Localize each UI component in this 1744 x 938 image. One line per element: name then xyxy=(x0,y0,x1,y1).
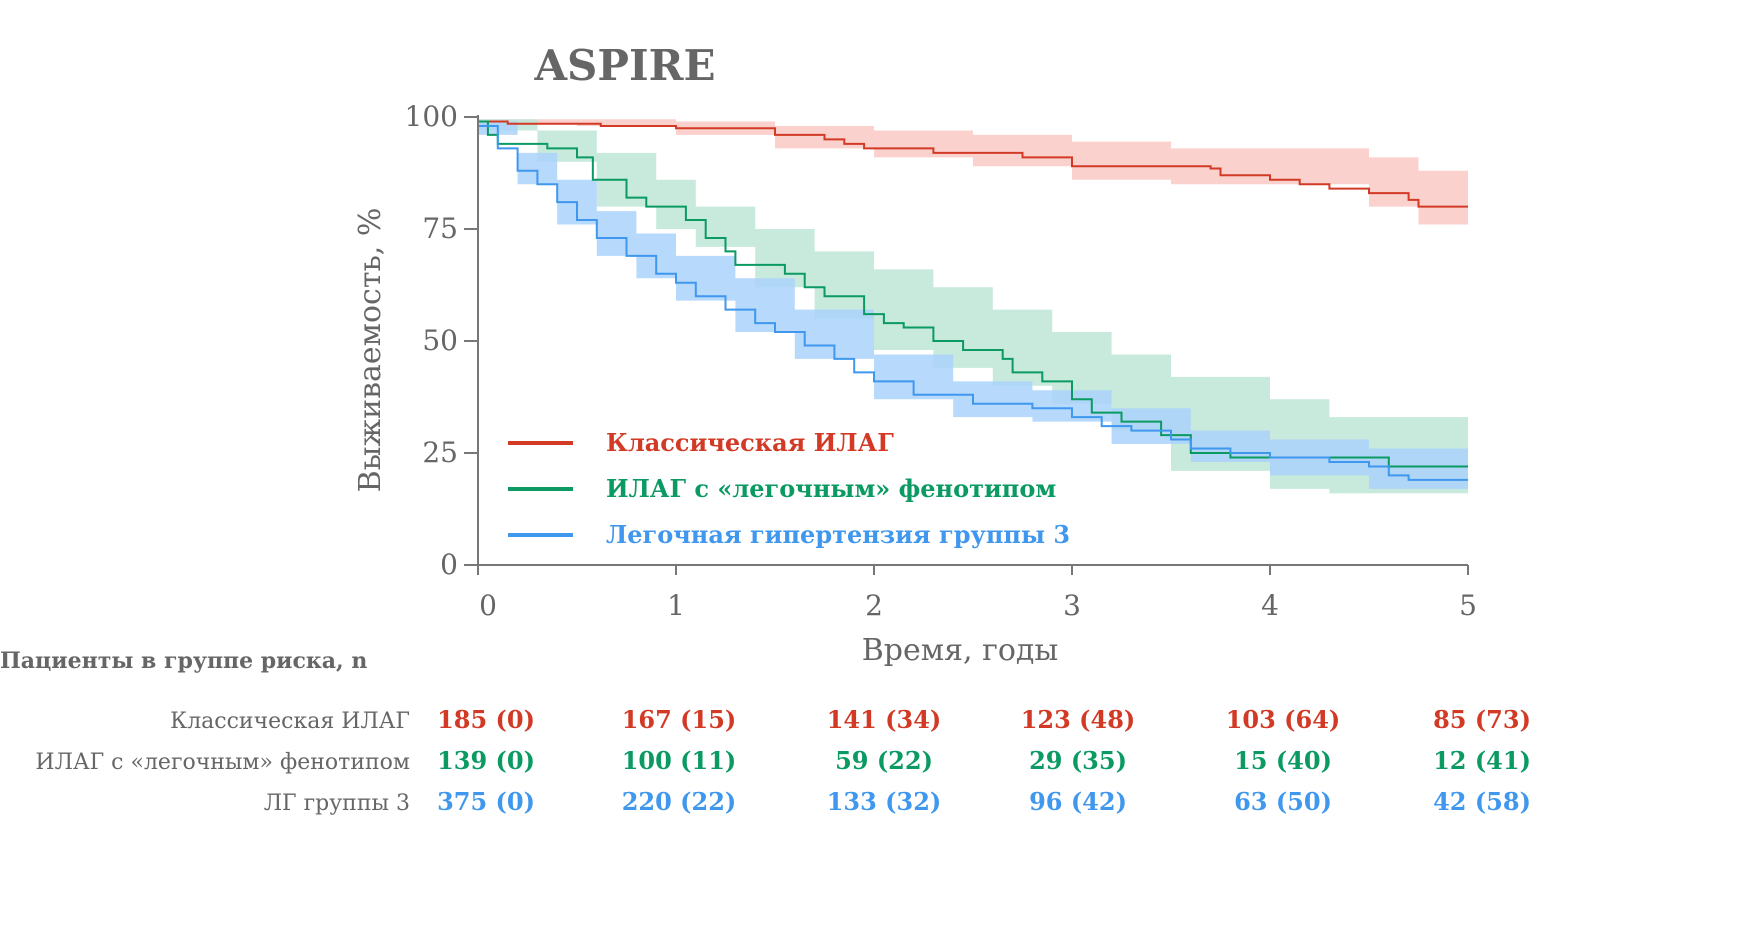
risk-cell: 123 (48) xyxy=(1021,705,1136,734)
risk-table-header: Пациенты в группе риска, n xyxy=(0,648,367,674)
axes: 0 25 50 75 100 0 1 2 3 4 5 Время, годы Выживаемость,… xyxy=(353,100,1477,668)
risk-cell: 375 (0) xyxy=(437,787,535,816)
y-tick-label: 75 xyxy=(422,212,458,245)
legend-label-2: Легочная гипертензия группы 3 xyxy=(606,520,1070,549)
survival-curve-0 xyxy=(478,120,1468,208)
survival-curve-1 xyxy=(478,120,1468,468)
risk-cell: 96 (42) xyxy=(1029,787,1127,816)
risk-cell: 42 (58) xyxy=(1433,787,1531,816)
risk-cell: 133 (32) xyxy=(827,787,942,816)
risk-cell: 167 (15) xyxy=(622,705,737,734)
risk-cell: 12 (41) xyxy=(1433,746,1531,775)
risk-cell: 103 (64) xyxy=(1226,705,1341,734)
x-tick-label: 0 xyxy=(479,589,497,622)
legend: Классическая ИЛАГ ИЛАГ с «легочным» фенот… xyxy=(508,428,1070,549)
risk-cell: 85 (73) xyxy=(1433,705,1531,734)
risk-cell: 100 (11) xyxy=(622,746,737,775)
survival-curve-2 xyxy=(478,124,1468,481)
y-tick-label: 100 xyxy=(405,100,458,133)
confidence-band-2 xyxy=(478,121,1468,498)
y-tick-label: 25 xyxy=(422,436,458,469)
risk-cell: 29 (35) xyxy=(1029,746,1127,775)
x-tick-label: 1 xyxy=(667,589,685,622)
risk-cell: 139 (0) xyxy=(437,746,535,775)
risk-cell: 59 (22) xyxy=(835,746,933,775)
risk-cell: 141 (34) xyxy=(827,705,942,734)
risk-row-label: ЛГ группы 3 xyxy=(264,791,410,816)
risk-cell: 15 (40) xyxy=(1234,746,1332,775)
confidence-band-1 xyxy=(478,119,1468,503)
x-tick-label: 4 xyxy=(1261,589,1279,622)
risk-cell: 185 (0) xyxy=(437,705,535,734)
y-tick-label: 50 xyxy=(422,324,458,357)
x-axis-label: Время, годы xyxy=(862,633,1058,668)
risk-table: Пациенты в группе риска, n Классическая И… xyxy=(0,648,1531,816)
risk-cell: 63 (50) xyxy=(1234,787,1332,816)
legend-label-0: Классическая ИЛАГ xyxy=(606,428,894,457)
x-tick-label: 3 xyxy=(1063,589,1081,622)
confidence-band-0 xyxy=(478,119,1468,238)
y-tick-label: 0 xyxy=(440,548,458,581)
chart-title: ASPIRE xyxy=(533,41,715,90)
risk-cell: 220 (22) xyxy=(622,787,737,816)
risk-row-label: Классическая ИЛАГ xyxy=(170,709,410,734)
x-tick-label: 5 xyxy=(1459,589,1477,622)
confidence-bands xyxy=(478,119,1468,503)
survival-curves xyxy=(478,120,1468,481)
x-tick-label: 2 xyxy=(865,589,883,622)
risk-row-label: ИЛАГ с «легочным» фенотипом xyxy=(35,750,410,775)
y-axis-label: Выживаемость, % xyxy=(353,208,388,493)
legend-label-1: ИЛАГ с «легочным» фенотипом xyxy=(606,474,1056,503)
